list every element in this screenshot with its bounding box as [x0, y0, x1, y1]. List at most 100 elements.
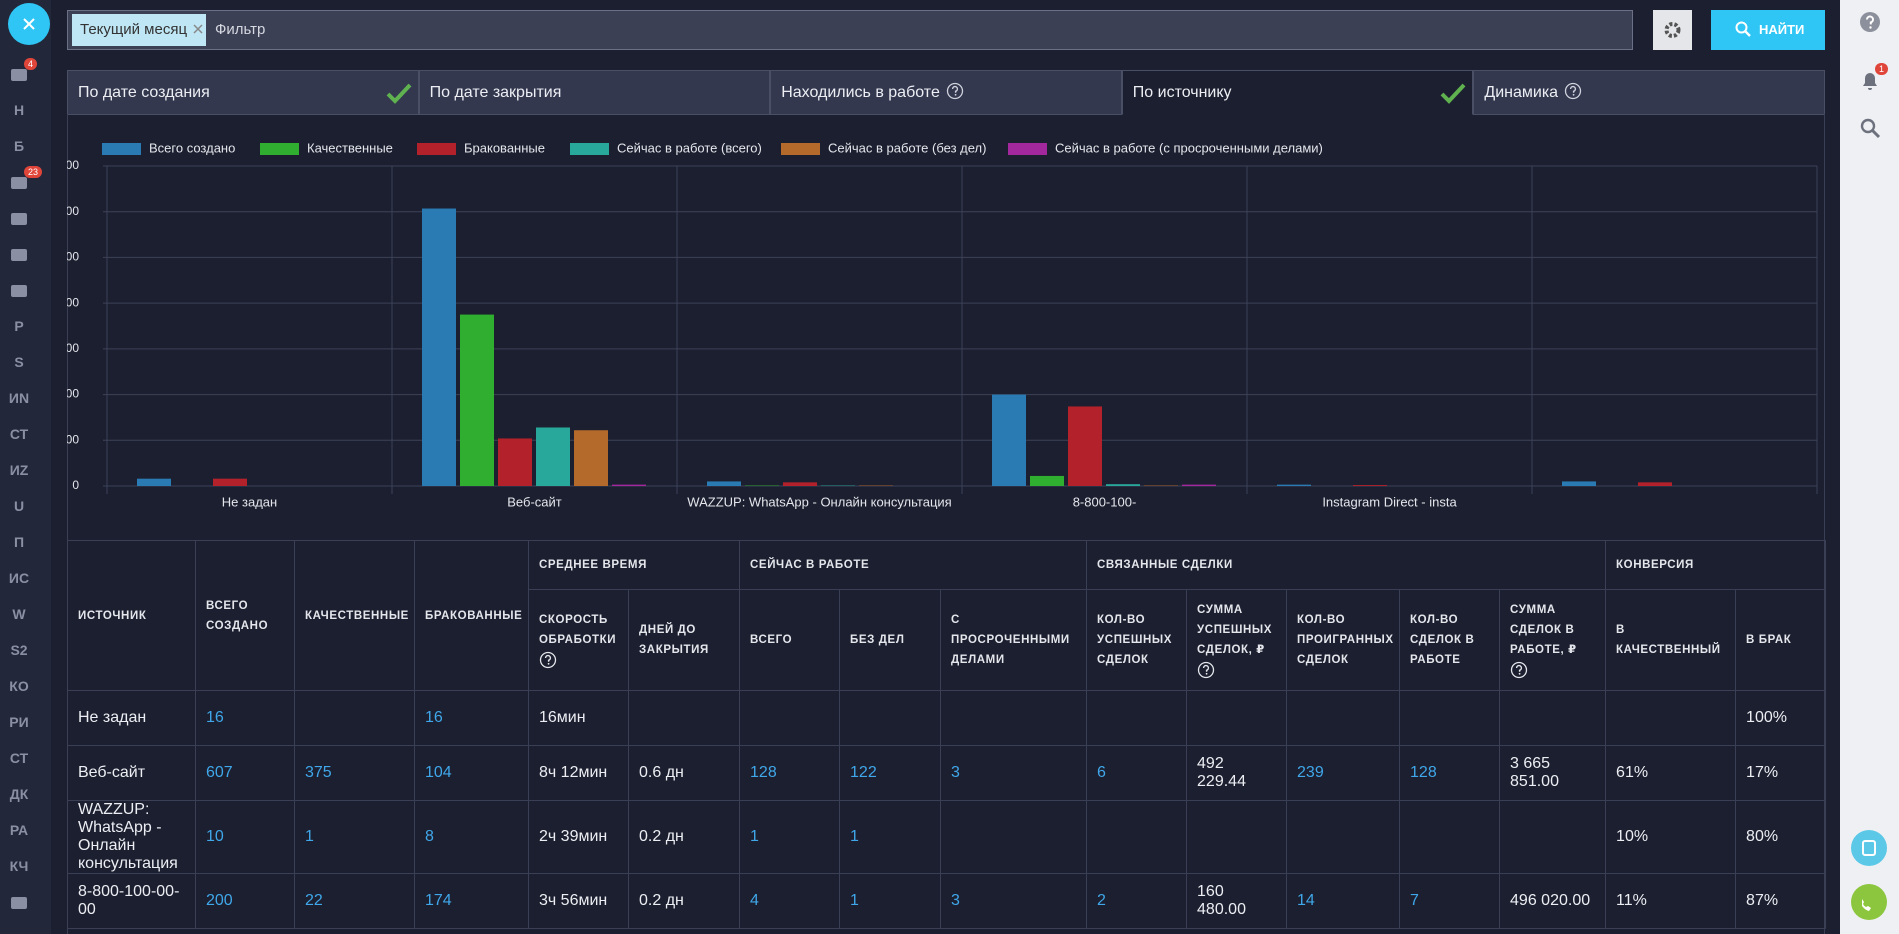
column-header: В БРАК [1735, 589, 1827, 691]
legend-swatch [1008, 143, 1047, 155]
table-cell: 8ч 12мин [528, 745, 629, 801]
sidebar-icon[interactable] [10, 247, 28, 263]
table-cell[interactable]: 8 [414, 800, 529, 874]
help-icon[interactable] [1564, 82, 1582, 100]
sidebar-item[interactable]: П [13, 534, 25, 550]
sidebar-item[interactable]: КО [9, 678, 29, 694]
table-cell[interactable]: 607 [195, 745, 295, 801]
sidebar-item[interactable]: W [12, 606, 26, 622]
table-cell: 492 229.44 [1186, 745, 1288, 801]
sidebar-item[interactable]: ДК [9, 786, 29, 802]
table-cell: 8-800-100-00-00 [67, 873, 196, 929]
help-icon[interactable] [946, 82, 964, 100]
column-header: КОЛ-ВО УСПЕШНЫХ СДЕЛОК [1086, 589, 1188, 691]
tab[interactable]: По источнику [1121, 70, 1474, 115]
column-label: СКОРОСТЬ ОБРАБОТКИ [539, 614, 617, 646]
tab[interactable]: Динамика [1473, 70, 1825, 115]
help-circle [539, 651, 557, 669]
sidebar-item[interactable]: ИС [8, 570, 30, 586]
table-cell[interactable]: 7 [1399, 873, 1501, 929]
help-icon[interactable] [1510, 661, 1528, 679]
table-cell[interactable]: 22 [294, 873, 415, 929]
sidebar-icon[interactable] [10, 283, 28, 299]
help-dot [547, 662, 550, 665]
help-icon[interactable] [1197, 661, 1215, 679]
sidebar-item[interactable]: Н [13, 102, 25, 118]
tab-label: Находились в работе [781, 84, 940, 101]
notification-badge: 1 [1875, 63, 1889, 75]
bell-icon[interactable] [1857, 68, 1883, 94]
table-cell[interactable]: 2 [1086, 873, 1188, 929]
table-cell[interactable]: 6 [1086, 745, 1188, 801]
sidebar-item[interactable]: КЧ [9, 858, 29, 874]
table-cell: 160 480.00 [1186, 873, 1288, 929]
table-cell[interactable]: 128 [1399, 745, 1501, 801]
table-cell: 87% [1735, 873, 1827, 929]
table-cell: 80% [1735, 800, 1827, 874]
sidebar-item[interactable]: РИ [9, 714, 29, 730]
table-cell[interactable]: 1 [294, 800, 415, 874]
sidebar-item[interactable]: S2 [10, 642, 28, 658]
table-cell[interactable]: 3 [940, 873, 1088, 929]
table-cell[interactable]: 3 [940, 745, 1088, 801]
table-cell[interactable]: 1 [839, 800, 942, 874]
column-label: СУММА СДЕЛОК В РАБОТЕ, ₽ [1510, 604, 1577, 656]
sidebar-item[interactable]: СТ [9, 426, 29, 442]
filter-preset[interactable]: Текущий месяц [72, 14, 206, 46]
table-cell[interactable]: 10 [195, 800, 295, 874]
sidebar-item[interactable]: ИN [8, 390, 30, 406]
help-dot [954, 93, 957, 96]
sidebar-item[interactable]: S [14, 354, 24, 370]
widget-button[interactable] [1851, 830, 1887, 866]
settings-button[interactable] [1653, 10, 1692, 50]
sidebar-icon[interactable] [10, 895, 28, 911]
table-cell: 11% [1605, 873, 1737, 929]
table-cell[interactable]: 16 [414, 690, 529, 746]
table-cell[interactable]: 128 [739, 745, 841, 801]
table-cell [940, 690, 1088, 746]
help-button[interactable] [1859, 11, 1881, 33]
sidebar-item[interactable]: РА [9, 822, 29, 838]
help-icon[interactable] [539, 651, 557, 669]
table-cell[interactable]: 375 [294, 745, 415, 801]
help-circle [1510, 661, 1528, 679]
remove-icon[interactable] [193, 24, 203, 34]
table-cell[interactable]: 104 [414, 745, 529, 801]
sidebar-icon[interactable] [10, 175, 28, 191]
check-icon [386, 83, 412, 104]
find-button[interactable]: НАЙТИ [1711, 10, 1825, 50]
table-cell [1086, 800, 1188, 874]
filter-bar[interactable]: Текущий месяц Фильтр [67, 10, 1633, 50]
sidebar-icon[interactable] [10, 67, 28, 83]
sidebar-item[interactable]: Б [13, 138, 25, 154]
sidebar-icon[interactable] [10, 211, 28, 227]
column-header: ДНЕЙ ДО ЗАКРЫТИЯ [627, 589, 741, 691]
icon-shape [11, 69, 27, 81]
table-cell[interactable]: 14 [1286, 873, 1401, 929]
table-cell[interactable]: 239 [1286, 745, 1401, 801]
sidebar-item[interactable]: Р [14, 318, 24, 334]
group-header: СЕЙЧАС В РАБОТЕ [739, 540, 1088, 590]
search-icon[interactable] [1858, 116, 1882, 140]
tab[interactable]: По дате создания [67, 70, 419, 115]
tab-label: Динамика [1484, 84, 1559, 101]
table-cell[interactable]: 174 [414, 873, 529, 929]
table-cell[interactable]: 16 [195, 690, 295, 746]
sidebar-item[interactable]: ИZ [9, 462, 29, 478]
tab[interactable]: Находились в работе [770, 70, 1122, 115]
table-cell[interactable]: 200 [195, 873, 295, 929]
close-button[interactable] [8, 3, 50, 45]
bar [498, 438, 532, 486]
y-tick-label: 700 [67, 158, 79, 172]
call-button[interactable] [1851, 884, 1887, 920]
table-cell[interactable]: 1 [839, 873, 942, 929]
column-header: ИСТОЧНИК [67, 540, 196, 691]
table-cell[interactable]: 4 [739, 873, 841, 929]
table-cell[interactable]: 1 [739, 800, 841, 874]
bar [460, 314, 494, 486]
sidebar-item[interactable]: СТ [9, 750, 29, 766]
tab[interactable]: По дате закрытия [418, 70, 771, 115]
table-cell[interactable]: 122 [839, 745, 942, 801]
sidebar-item[interactable]: U [13, 498, 25, 514]
legend-label: Сейчас в работе (всего) [617, 140, 762, 155]
